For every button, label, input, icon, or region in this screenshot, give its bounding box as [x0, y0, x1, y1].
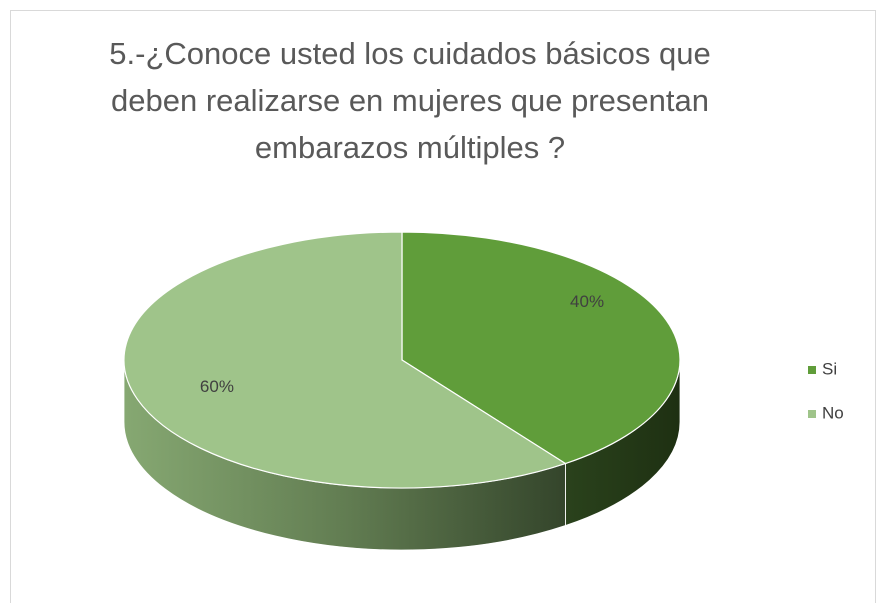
legend-label: No: [822, 403, 844, 422]
data-label: 60%: [200, 377, 234, 396]
chart-title: 5.-¿Conoce usted los cuidados básicos qu…: [109, 36, 711, 165]
data-label: 40%: [570, 292, 604, 311]
legend-label: Si: [822, 359, 837, 378]
slice: [401, 231, 681, 465]
legend-swatch: [808, 410, 816, 418]
slice: [123, 231, 567, 489]
legend-swatch: [808, 366, 816, 374]
chart-border: [10, 10, 876, 603]
